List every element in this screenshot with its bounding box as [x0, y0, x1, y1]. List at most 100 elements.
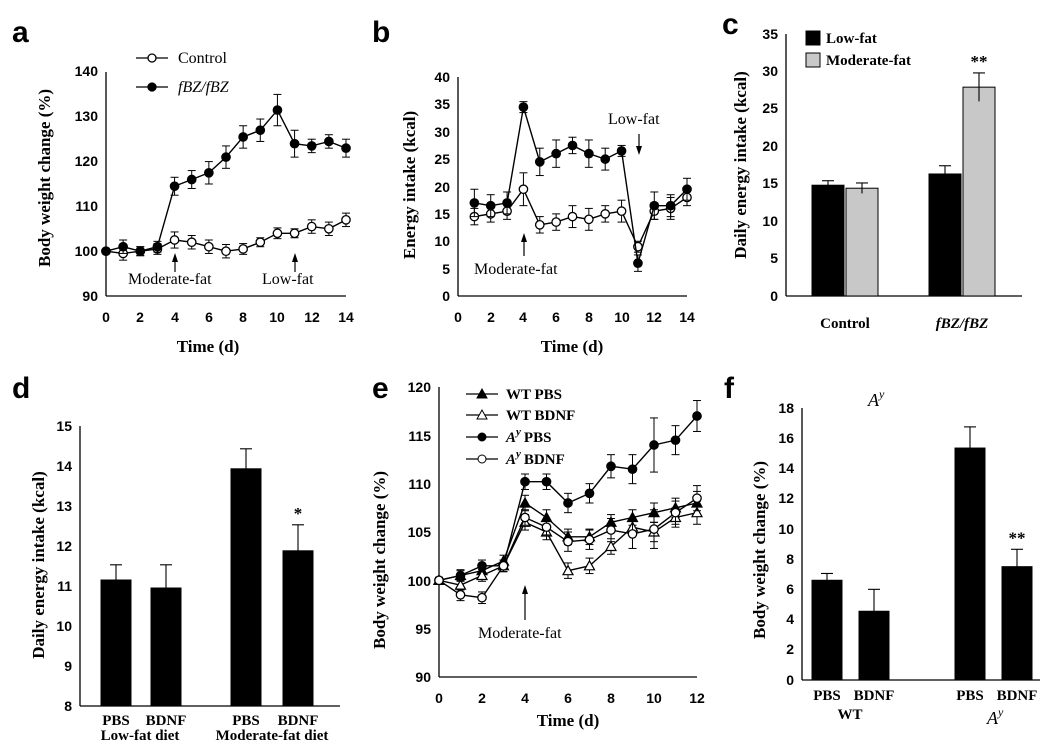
group-label-moderate-fat: Moderate-fat diet — [216, 728, 329, 742]
marker-open-circle — [341, 214, 351, 225]
significance-marker: * — [294, 504, 303, 523]
marker-open-triangle — [604, 540, 618, 552]
marker-filled-circle — [152, 241, 163, 252]
marker-filled-circle — [584, 488, 595, 499]
group-label-wt: WT — [837, 707, 862, 723]
annotation-moderate-fat: Moderate-fat — [478, 625, 562, 642]
group-label-low-fat: Low-fat diet — [101, 728, 180, 742]
panel-e-y-ticks: 90 95 100 105 110 115 120 — [408, 379, 432, 685]
legend-ay-pbs: Ay PBS — [505, 426, 551, 446]
marker-open-circle — [204, 241, 214, 252]
panel-b-y-label: Energy intake (kcal) — [400, 111, 419, 259]
panel-f-y-ticks: 0 2 4 6 8 10 12 14 16 18 — [778, 400, 794, 688]
legend-filled-circle-marker — [477, 432, 487, 442]
marker-filled-circle — [306, 141, 317, 151]
y-tick-label: 30 — [434, 124, 450, 140]
marker-filled-circle — [649, 200, 660, 211]
y-tick-label: 105 — [408, 524, 432, 540]
panel-e-x-label: Time (d) — [537, 711, 600, 730]
bar-label: BDNF — [854, 688, 895, 704]
x-tick-label: 10 — [614, 309, 630, 325]
marker-filled-circle — [551, 148, 561, 159]
marker-filled-circle — [518, 102, 529, 112]
y-tick-label: 90 — [82, 288, 98, 304]
marker-open-circle — [670, 507, 681, 518]
panel-e: e Body weight change (%) Time (d) 90 95 … — [370, 372, 705, 730]
marker-open-triangle — [690, 506, 704, 518]
y-tick-label: 9 — [64, 658, 72, 674]
legend-open-circle-marker — [477, 454, 487, 464]
panel-d-categories: PBS BDNF PBS BDNF Low-fat diet Moderate-… — [101, 713, 329, 742]
panel-a: a Body weight change (%) Time (d) 90 100… — [12, 16, 354, 356]
legend-control: Control — [178, 50, 227, 67]
marker-filled-circle — [567, 140, 578, 151]
marker-open-circle — [606, 525, 616, 535]
x-tick-label: 8 — [239, 309, 247, 325]
y-tick-label: 12 — [56, 538, 72, 554]
y-tick-label: 13 — [56, 498, 72, 514]
y-tick-label: 12 — [778, 490, 794, 506]
x-tick-label: 12 — [304, 309, 320, 325]
x-tick-label: 0 — [102, 309, 110, 325]
panel-b-y-ticks: 0 5 10 15 20 25 30 35 40 — [434, 69, 450, 304]
marker-filled-circle — [255, 125, 266, 136]
marker-open-circle — [520, 512, 530, 523]
marker-filled-circle — [221, 152, 231, 162]
group-label-ay-sup: y — [997, 705, 1004, 719]
marker-open-circle — [551, 217, 561, 227]
legend-open-triangle-marker — [476, 408, 488, 420]
marker-open-circle — [221, 246, 231, 257]
marker-filled-circle — [534, 157, 545, 167]
y-tick-label: 90 — [415, 669, 431, 685]
marker-open-circle — [255, 237, 266, 248]
marker-open-circle — [692, 493, 702, 504]
panel-b-annotations: Low-fat Moderate-fat — [474, 111, 660, 278]
y-tick-label: 100 — [408, 573, 432, 589]
x-tick-label: 6 — [552, 309, 560, 325]
group-label-ay: Ay — [986, 705, 1004, 728]
panel-a-legend: Control fBZ/fBZ — [136, 50, 230, 96]
y-tick-label: 8 — [786, 551, 794, 567]
bar-label: PBS — [813, 688, 841, 704]
y-tick-label: 140 — [75, 63, 99, 79]
panel-e-label: e — [372, 372, 389, 405]
y-tick-label: 0 — [442, 288, 450, 304]
marker-open-circle — [649, 524, 659, 534]
x-tick-label: 0 — [435, 690, 443, 706]
marker-filled-circle — [682, 184, 692, 195]
x-tick-label: 6 — [205, 309, 213, 325]
bar-label: PBS — [956, 688, 984, 704]
marker-open-circle — [186, 237, 197, 248]
panel-f: f Ay Body weight change (%) 0 2 4 6 8 10… — [724, 372, 1040, 728]
annotation-low-fat: Low-fat — [608, 111, 660, 128]
legend-moderate-fat: Moderate-fat — [826, 53, 911, 69]
annotation-moderate-fat: Moderate-fat — [474, 261, 558, 278]
legend-ay-pbs-name: PBS — [524, 430, 552, 446]
marker-filled-triangle — [518, 496, 532, 508]
marker-filled-circle — [341, 143, 351, 154]
y-tick-label: 115 — [408, 428, 431, 444]
y-tick-label: 130 — [75, 108, 99, 124]
marker-filled-circle — [204, 167, 214, 178]
marker-filled-circle — [600, 154, 611, 164]
marker-filled-circle — [627, 464, 638, 475]
legend-ay-sup: y — [514, 448, 521, 460]
legend-open-circle-marker — [147, 53, 157, 63]
marker-filled-circle — [541, 476, 552, 487]
legend-fbz: fBZ/fBZ — [178, 79, 230, 96]
arrow-head-icon — [636, 146, 642, 155]
marker-open-circle — [584, 534, 595, 545]
x-tick-label: 2 — [478, 690, 486, 706]
marker-filled-circle — [485, 200, 496, 211]
legend-ay-sup: y — [514, 426, 521, 438]
bar — [845, 187, 879, 297]
panel-d-plot: * — [100, 448, 314, 707]
marker-open-circle — [518, 184, 529, 195]
panel-b-plot — [469, 101, 692, 272]
y-tick-label: 18 — [778, 400, 794, 416]
y-tick-label: 40 — [434, 69, 450, 85]
legend-swatch-low-fat — [805, 30, 821, 46]
marker-filled-circle — [135, 246, 146, 257]
marker-filled-circle — [469, 198, 480, 208]
y-tick-label: 25 — [434, 151, 450, 167]
